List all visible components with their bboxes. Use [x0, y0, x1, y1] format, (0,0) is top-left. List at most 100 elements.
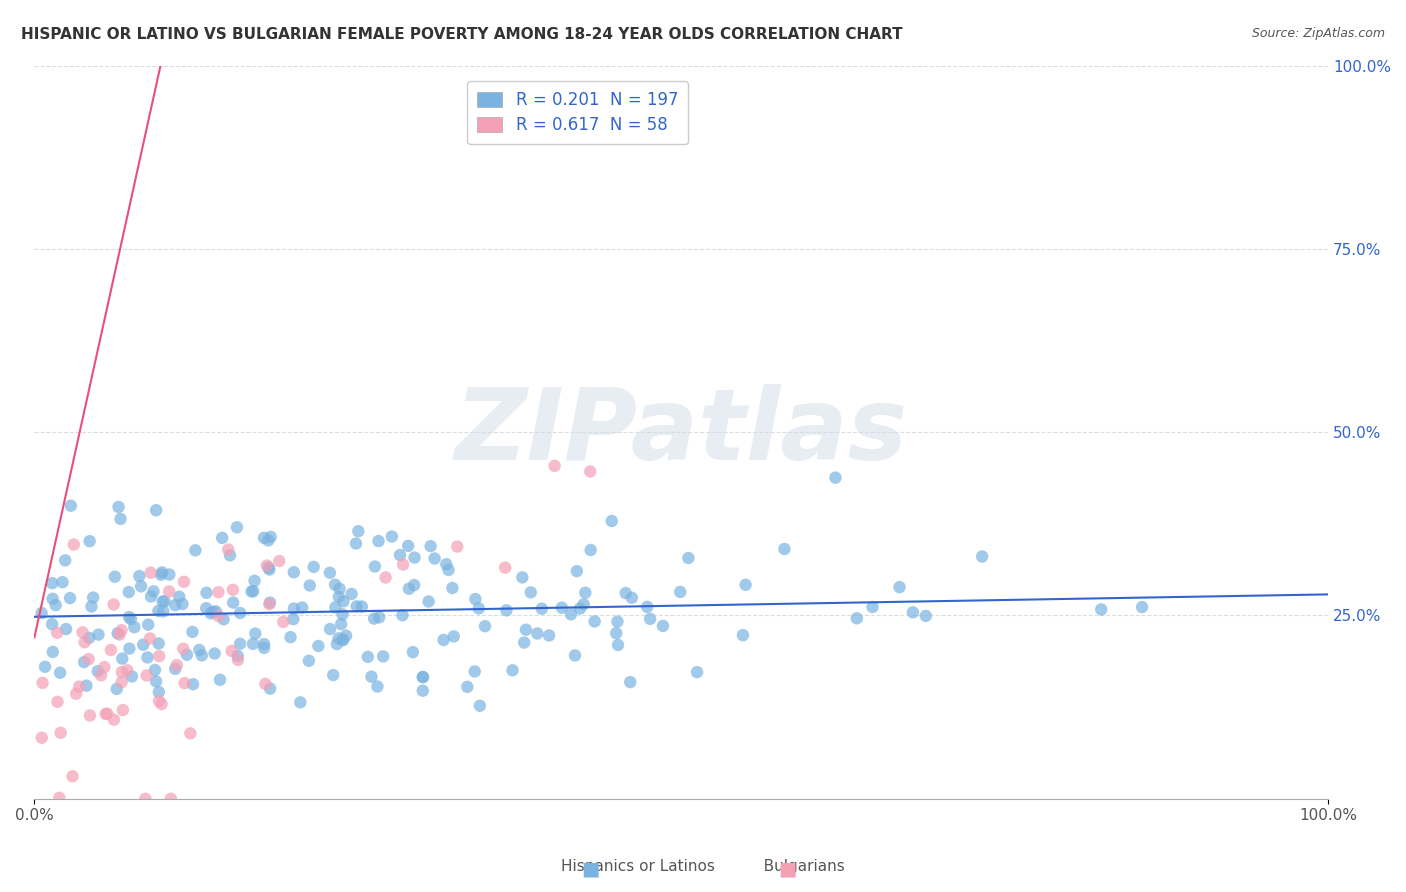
Hispanics or Latinos	[418, 594, 440, 608]
Hispanics or Latinos	[188, 643, 211, 657]
Hispanics or Latinos	[606, 615, 628, 629]
Hispanics or Latinos	[298, 654, 321, 668]
Hispanics or Latinos	[290, 695, 312, 709]
Bulgarians	[72, 625, 94, 640]
Hispanics or Latinos	[600, 514, 623, 528]
Hispanics or Latinos	[240, 584, 263, 599]
Hispanics or Latinos	[350, 599, 373, 614]
Hispanics or Latinos	[474, 619, 496, 633]
Hispanics or Latinos	[328, 632, 350, 646]
Bulgarians	[79, 708, 101, 723]
Hispanics or Latinos	[335, 629, 357, 643]
Bulgarians	[221, 644, 243, 658]
Hispanics or Latinos	[204, 647, 226, 661]
Hispanics or Latinos	[148, 604, 170, 618]
Hispanics or Latinos	[259, 681, 281, 696]
Hispanics or Latinos	[191, 648, 214, 663]
Hispanics or Latinos	[120, 612, 142, 626]
Hispanics or Latinos	[467, 601, 489, 615]
Hispanics or Latinos	[157, 567, 180, 582]
Hispanics or Latinos	[211, 531, 233, 545]
Bulgarians	[579, 465, 602, 479]
Bulgarians	[217, 542, 239, 557]
Hispanics or Latinos	[325, 600, 347, 615]
Hispanics or Latinos	[42, 645, 65, 659]
Hispanics or Latinos	[972, 549, 994, 564]
Hispanics or Latinos	[145, 503, 167, 517]
Hispanics or Latinos	[530, 601, 553, 615]
Bulgarians	[96, 706, 118, 721]
Hispanics or Latinos	[128, 569, 150, 583]
Bulgarians	[148, 649, 170, 664]
Hispanics or Latinos	[332, 607, 354, 622]
Hispanics or Latinos	[636, 599, 658, 614]
Hispanics or Latinos	[87, 627, 110, 641]
Hispanics or Latinos	[132, 638, 155, 652]
Hispanics or Latinos	[143, 663, 166, 677]
Hispanics or Latinos	[202, 605, 225, 619]
Hispanics or Latinos	[118, 585, 141, 599]
Hispanics or Latinos	[538, 628, 561, 642]
Hispanics or Latinos	[391, 608, 413, 623]
Hispanics or Latinos	[195, 586, 218, 600]
Hispanics or Latinos	[574, 586, 596, 600]
Hispanics or Latinos	[332, 632, 354, 647]
Hispanics or Latinos	[79, 534, 101, 549]
Bulgarians	[256, 558, 278, 573]
Hispanics or Latinos	[1130, 600, 1153, 615]
Hispanics or Latinos	[862, 599, 884, 614]
Hispanics or Latinos	[332, 594, 354, 608]
Hispanics or Latinos	[404, 578, 426, 592]
Hispanics or Latinos	[291, 600, 314, 615]
Hispanics or Latinos	[212, 612, 235, 626]
Hispanics or Latinos	[53, 553, 76, 567]
Bulgarians	[166, 658, 188, 673]
Legend: R = 0.201  N = 197, R = 0.617  N = 58: R = 0.201 N = 197, R = 0.617 N = 58	[467, 81, 688, 144]
Bulgarians	[173, 676, 195, 690]
Hispanics or Latinos	[371, 649, 394, 664]
Hispanics or Latinos	[181, 677, 204, 691]
Hispanics or Latinos	[652, 619, 675, 633]
Hispanics or Latinos	[1090, 602, 1112, 616]
Hispanics or Latinos	[124, 620, 146, 634]
Hispanics or Latinos	[172, 597, 194, 611]
Hispanics or Latinos	[55, 622, 77, 636]
Bulgarians	[157, 584, 180, 599]
Hispanics or Latinos	[73, 655, 96, 669]
Hispanics or Latinos	[419, 539, 441, 553]
Hispanics or Latinos	[364, 559, 387, 574]
Hispanics or Latinos	[669, 585, 692, 599]
Hispanics or Latinos	[412, 683, 434, 698]
Hispanics or Latinos	[152, 594, 174, 608]
Hispanics or Latinos	[464, 665, 486, 679]
Hispanics or Latinos	[678, 551, 700, 566]
Hispanics or Latinos	[319, 566, 342, 580]
Hispanics or Latinos	[257, 560, 280, 574]
Hispanics or Latinos	[330, 617, 353, 632]
Hispanics or Latinos	[564, 648, 586, 663]
Hispanics or Latinos	[283, 601, 305, 615]
Bulgarians	[48, 790, 70, 805]
Hispanics or Latinos	[59, 591, 82, 605]
Hispanics or Latinos	[105, 681, 128, 696]
Hispanics or Latinos	[59, 499, 82, 513]
Hispanics or Latinos	[686, 665, 709, 680]
Bulgarians	[160, 791, 183, 805]
Hispanics or Latinos	[34, 660, 56, 674]
Hispanics or Latinos	[328, 582, 350, 596]
Hispanics or Latinos	[107, 626, 129, 640]
Hispanics or Latinos	[332, 633, 354, 648]
Hispanics or Latinos	[41, 617, 63, 632]
Hispanics or Latinos	[259, 596, 281, 610]
Hispanics or Latinos	[551, 600, 574, 615]
Hispanics or Latinos	[136, 650, 159, 665]
Hispanics or Latinos	[253, 637, 276, 651]
Hispanics or Latinos	[150, 567, 173, 582]
Hispanics or Latinos	[148, 636, 170, 650]
Bulgarians	[172, 641, 194, 656]
Hispanics or Latinos	[302, 560, 325, 574]
Bulgarians	[31, 731, 53, 745]
Bulgarians	[67, 680, 90, 694]
Hispanics or Latinos	[165, 662, 187, 676]
Hispanics or Latinos	[49, 665, 72, 680]
